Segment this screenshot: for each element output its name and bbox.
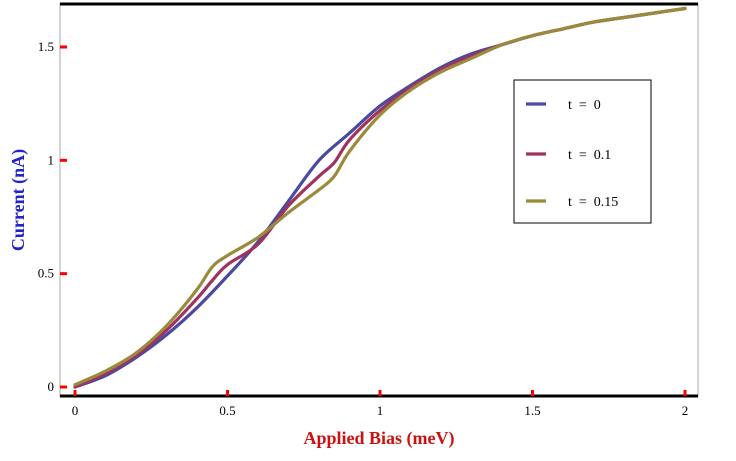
x-tick-label: 2: [682, 403, 689, 418]
series-lines: [73, 6, 687, 389]
x-axis-title: Applied Bias (meV): [303, 428, 454, 449]
x-tick-label: 1.5: [524, 403, 540, 418]
legend: t = 0 t = 0.1 t = 0.15: [513, 79, 652, 224]
legend-label: t = 0.1: [568, 148, 611, 163]
y-axis-ticks: 0 0.5 1 1.5: [38, 39, 67, 394]
y-tick-label: 0: [48, 379, 55, 394]
y-axis-title: Current (nA): [8, 149, 29, 251]
x-tick-label: 0: [72, 403, 79, 418]
series-line: [73, 6, 687, 387]
y-tick-label: 1.5: [38, 39, 54, 54]
x-axis-ticks: 0 0.5 1 1.5 2: [72, 390, 689, 418]
x-tick-label: 0.5: [219, 403, 235, 418]
x-tick-label: 1: [377, 403, 384, 418]
y-tick-label: 1: [48, 152, 55, 167]
legend-label: t = 0: [568, 98, 601, 113]
legend-label: t = 0.15: [568, 195, 618, 210]
y-tick-label: 0.5: [38, 266, 54, 281]
